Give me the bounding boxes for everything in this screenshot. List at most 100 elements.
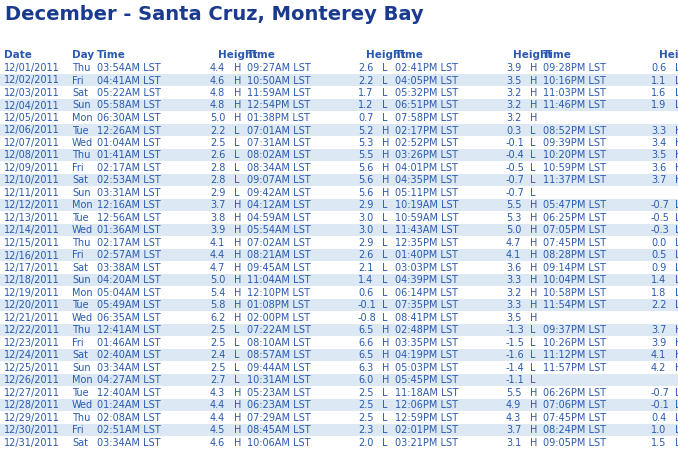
Text: 12/29/2011: 12/29/2011 <box>4 412 60 422</box>
Bar <box>0 99 678 112</box>
Text: 10:06AM LST: 10:06AM LST <box>247 437 311 447</box>
Text: Sat: Sat <box>72 88 88 98</box>
Text: 11:54PM LST: 11:54PM LST <box>543 300 606 310</box>
Text: 11:37PM LST: 11:37PM LST <box>543 175 606 185</box>
Bar <box>0 249 678 262</box>
Text: H: H <box>234 63 241 73</box>
Text: Tue: Tue <box>72 213 89 223</box>
Text: 0.9: 0.9 <box>651 263 666 272</box>
Text: H: H <box>675 162 678 173</box>
Text: 02:52PM LST: 02:52PM LST <box>395 138 458 148</box>
Text: H: H <box>530 263 538 272</box>
Text: 0.6: 0.6 <box>358 287 374 297</box>
Text: 3.4: 3.4 <box>651 138 666 148</box>
Text: L: L <box>234 162 239 173</box>
Text: 0.0: 0.0 <box>651 237 666 247</box>
Text: 09:44AM LST: 09:44AM LST <box>247 362 311 372</box>
Text: 12:26AM LST: 12:26AM LST <box>97 125 161 135</box>
Text: 05:03PM LST: 05:03PM LST <box>395 362 458 372</box>
Text: 07:58PM LST: 07:58PM LST <box>395 113 458 123</box>
Text: 10:26PM LST: 10:26PM LST <box>543 337 606 347</box>
Text: 06:35AM LST: 06:35AM LST <box>97 312 161 322</box>
Text: 02:00PM LST: 02:00PM LST <box>247 312 310 322</box>
Text: 10:50AM LST: 10:50AM LST <box>247 75 311 85</box>
Text: 3.7: 3.7 <box>651 175 666 185</box>
Text: 07:45PM LST: 07:45PM LST <box>543 237 606 247</box>
Text: Time: Time <box>97 50 126 60</box>
Text: 5.2: 5.2 <box>358 125 374 135</box>
Text: 6.2: 6.2 <box>210 312 225 322</box>
Text: -0.5: -0.5 <box>506 162 525 173</box>
Text: December - Santa Cruz, Monterey Bay: December - Santa Cruz, Monterey Bay <box>5 5 424 24</box>
Text: 2.5: 2.5 <box>358 387 374 397</box>
Text: 2.6: 2.6 <box>358 63 374 73</box>
Text: 08:57AM LST: 08:57AM LST <box>247 350 311 360</box>
Text: 10:31AM LST: 10:31AM LST <box>247 375 311 385</box>
Text: 2.5: 2.5 <box>210 337 226 347</box>
Text: 12:56AM LST: 12:56AM LST <box>97 213 161 223</box>
Text: 2.5: 2.5 <box>210 138 226 148</box>
Text: 5.6: 5.6 <box>358 162 374 173</box>
Text: H: H <box>675 175 678 185</box>
Text: 12:54PM LST: 12:54PM LST <box>247 100 310 110</box>
Text: 1.2: 1.2 <box>358 100 374 110</box>
Text: 09:28PM LST: 09:28PM LST <box>543 63 606 73</box>
Text: 07:35PM LST: 07:35PM LST <box>395 300 458 310</box>
Text: H: H <box>234 425 241 435</box>
Text: L: L <box>234 175 239 185</box>
Text: 4.1: 4.1 <box>506 250 521 260</box>
Text: Tue: Tue <box>72 300 89 310</box>
Text: L: L <box>530 150 536 160</box>
Text: 2.5: 2.5 <box>358 412 374 422</box>
Text: Mon: Mon <box>72 287 93 297</box>
Text: 12:41AM LST: 12:41AM LST <box>97 325 161 335</box>
Text: 0.3: 0.3 <box>506 125 521 135</box>
Text: 12/02/2011: 12/02/2011 <box>4 75 60 85</box>
Text: L: L <box>382 213 388 223</box>
Text: L: L <box>382 200 388 210</box>
Text: 4.7: 4.7 <box>210 263 225 272</box>
Text: 04:20AM LST: 04:20AM LST <box>97 275 161 285</box>
Text: Height: Height <box>513 50 553 60</box>
Text: 12/30/2011: 12/30/2011 <box>4 425 60 435</box>
Text: -1.4: -1.4 <box>506 362 525 372</box>
Text: L: L <box>382 300 388 310</box>
Text: 04:27AM LST: 04:27AM LST <box>97 375 161 385</box>
Text: 4.8: 4.8 <box>210 88 225 98</box>
Text: L: L <box>675 263 678 272</box>
Text: 07:22AM LST: 07:22AM LST <box>247 325 311 335</box>
Text: -1.3: -1.3 <box>506 325 525 335</box>
Text: 12/28/2011: 12/28/2011 <box>4 400 60 409</box>
Text: L: L <box>382 312 388 322</box>
Text: 3.5: 3.5 <box>506 75 521 85</box>
Text: L: L <box>530 162 536 173</box>
Text: 08:34AM LST: 08:34AM LST <box>247 162 311 173</box>
Text: L: L <box>382 237 388 247</box>
Text: H: H <box>382 375 389 385</box>
Text: 4.1: 4.1 <box>210 237 225 247</box>
Text: 08:21AM LST: 08:21AM LST <box>247 250 311 260</box>
Text: L: L <box>675 213 678 223</box>
Text: 10:16PM LST: 10:16PM LST <box>543 75 606 85</box>
Text: 5.6: 5.6 <box>358 175 374 185</box>
Text: 2.8: 2.8 <box>210 175 225 185</box>
Text: 4.2: 4.2 <box>651 362 666 372</box>
Text: 5.3: 5.3 <box>506 213 521 223</box>
Text: L: L <box>675 250 678 260</box>
Text: 12/04/2011: 12/04/2011 <box>4 100 60 110</box>
Text: 07:45PM LST: 07:45PM LST <box>543 412 606 422</box>
Text: 09:27AM LST: 09:27AM LST <box>247 63 311 73</box>
Text: L: L <box>382 275 388 285</box>
Text: 4.3: 4.3 <box>210 387 225 397</box>
Text: 2.9: 2.9 <box>358 237 374 247</box>
Text: 06:14PM LST: 06:14PM LST <box>395 287 458 297</box>
Text: L: L <box>382 88 388 98</box>
Text: 3.2: 3.2 <box>506 287 521 297</box>
Text: H: H <box>530 400 538 409</box>
Text: H: H <box>675 138 678 148</box>
Text: 2.6: 2.6 <box>358 250 374 260</box>
Text: 06:30AM LST: 06:30AM LST <box>97 113 161 123</box>
Text: 6.5: 6.5 <box>358 350 374 360</box>
Text: 3.3: 3.3 <box>651 125 666 135</box>
Text: 0.6: 0.6 <box>651 63 666 73</box>
